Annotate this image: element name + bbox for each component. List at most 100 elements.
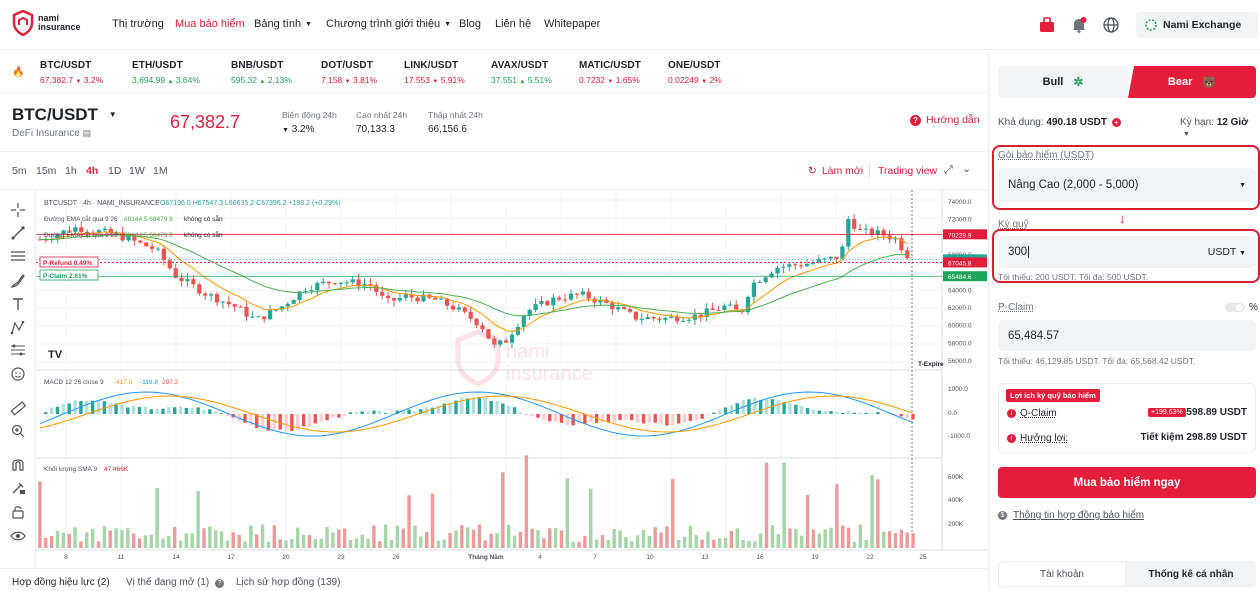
ticker-item-eth[interactable]: ETH/USDT 3,694.99 ▲ 3.64% — [132, 60, 200, 85]
margin-unit-select[interactable]: USDT ▼ — [1208, 246, 1246, 258]
macd-histogram-bar — [553, 414, 558, 422]
ticker-item-dot[interactable]: DOT/USDT 7.158 ▼ 3.81% — [321, 60, 377, 85]
horizontal-lines-icon[interactable] — [10, 248, 26, 264]
contract-info-link[interactable]: $ Thông tin hợp đồng bảo hiểm — [998, 510, 1144, 521]
volume-bar — [706, 531, 710, 548]
candle-body — [445, 298, 450, 306]
nami-logo[interactable]: nami insurance — [12, 10, 81, 36]
crosshair-icon[interactable] — [10, 202, 26, 218]
ticker-price-value: 595.32 — [231, 75, 257, 85]
candle-body — [138, 240, 143, 243]
ticker-item-bnb[interactable]: BNB/USDT 595.32 ▲ 2.13% — [231, 60, 292, 85]
nav-blog[interactable]: Blog — [459, 18, 482, 30]
volume-bar — [196, 490, 200, 548]
percent-toggle[interactable] — [1225, 303, 1245, 312]
info-icon: i — [1007, 409, 1016, 418]
ema1-values: 68144.5 68479.9 — [124, 216, 173, 223]
refresh-button[interactable]: ↻ Làm mới — [808, 165, 863, 177]
ticker-price-value: 0.7232 — [579, 75, 605, 85]
macd-histogram-bar — [331, 414, 335, 418]
forecast-icon[interactable] — [10, 342, 26, 358]
ticker-item-btc[interactable]: BTC/USDT 67,382.7 ▼ 3.2% — [40, 60, 103, 85]
help-icon[interactable]: ? — [215, 579, 225, 588]
bull-tab[interactable]: Bull ✲ — [998, 66, 1128, 98]
candle-body — [120, 232, 125, 241]
margin-input[interactable]: 300 USDT ▼ — [998, 236, 1256, 268]
tab-history[interactable]: Lịch sử hợp đồng (139) — [236, 577, 341, 588]
lock-drawing-icon[interactable] — [10, 480, 26, 496]
candle-body — [61, 230, 66, 235]
ticker-symbol: DOT/USDT — [321, 60, 373, 71]
timeframe-1d[interactable]: 1D — [108, 165, 122, 177]
collapse-icon[interactable]: ⌄ — [962, 163, 972, 175]
tab-account[interactable]: Tài khoản — [998, 561, 1126, 587]
volume-bar — [659, 532, 663, 548]
trendline-icon[interactable] — [10, 225, 26, 241]
ticker-item-matic[interactable]: MATIC/USDT 0.7232 ▼ 1.65% — [579, 60, 641, 85]
timeframe-1h[interactable]: 1h — [65, 165, 77, 177]
macd-histogram-bar — [712, 412, 716, 414]
package-select[interactable]: Nâng Cao (2,000 - 5,000) ▼ — [998, 168, 1256, 202]
macd-histogram-bar — [583, 414, 587, 425]
macd-histogram-bar — [501, 403, 505, 414]
pclaim-input[interactable]: 65,484.57 — [998, 320, 1256, 351]
volume-bar — [553, 528, 558, 548]
magnet-icon[interactable] — [10, 456, 26, 472]
nav-referral[interactable]: Chương trình giới thiệu ▼ — [326, 18, 451, 30]
term-selector[interactable]: Kỳ hạn: 12 Giờ ▼ — [1180, 117, 1260, 139]
candle-body — [539, 301, 544, 305]
brush-icon[interactable] — [10, 273, 26, 289]
nav-tables[interactable]: Bảng tính ▼ — [254, 18, 312, 30]
nav-contact[interactable]: Liên hệ — [495, 18, 532, 30]
tab-active-contracts[interactable]: Hợp đồng hiệu lực (2) — [12, 577, 110, 588]
timeframe-15m[interactable]: 15m — [36, 165, 57, 177]
add-funds-icon[interactable]: + — [1111, 118, 1121, 127]
emoji-icon[interactable] — [10, 366, 26, 382]
guide-link[interactable]: ? Hướng dẫn — [910, 114, 980, 126]
fullscreen-icon[interactable]: ⤢ — [944, 164, 953, 176]
timeframe-1w[interactable]: 1W — [129, 165, 145, 177]
candle-body — [315, 283, 320, 291]
price-axis-label: 65484.6 — [948, 274, 972, 281]
account-switcher[interactable]: Nami Exchange — [1136, 12, 1258, 38]
nav-buy-insurance[interactable]: Mua bảo hiểm — [175, 18, 245, 30]
candle-body — [462, 307, 467, 312]
volume-bar — [424, 531, 429, 548]
zoom-in-icon[interactable] — [10, 423, 26, 439]
pattern-icon[interactable] — [10, 319, 26, 335]
tab-open-positions[interactable]: Vị thế đang mở (1) ? — [126, 577, 225, 588]
volume-bar — [747, 540, 751, 548]
timeframe-1m[interactable]: 1M — [153, 165, 168, 177]
trading-view-toggle[interactable]: Trading view — [878, 165, 938, 177]
lock-icon[interactable] — [10, 504, 26, 520]
volume-value: 47.466K — [104, 466, 129, 473]
buy-insurance-button[interactable]: Mua bảo hiểm ngay — [998, 467, 1256, 498]
gift-icon[interactable] — [1038, 16, 1056, 34]
volume-bar — [723, 537, 728, 548]
timeframe-5m[interactable]: 5m — [12, 165, 27, 177]
price-tag — [943, 271, 987, 282]
volume-bar — [565, 478, 569, 548]
chevron-down-icon: ▼ — [1183, 131, 1190, 138]
ticker-item-one[interactable]: ONE/USDT 0.02249 ▼ 2% — [668, 60, 722, 85]
nav-market[interactable]: Thị trường — [112, 18, 164, 30]
volume-bar — [577, 541, 581, 548]
ticker-item-link[interactable]: LINK/USDT 17.553 ▼ 5.91% — [404, 60, 465, 85]
eye-icon[interactable] — [10, 528, 26, 544]
price-chart[interactable]: nami insurance 74000.072000.070229.96800… — [36, 190, 988, 568]
bell-icon[interactable] — [1070, 16, 1088, 34]
candle-body — [309, 290, 314, 292]
nav-whitepaper[interactable]: Whitepaper — [544, 18, 601, 30]
text-tool-icon[interactable] — [10, 296, 26, 312]
timeframe-4h[interactable]: 4h — [86, 165, 99, 177]
symbol-selector[interactable]: BTC/USDT ▼ — [12, 105, 117, 125]
ruler-icon[interactable] — [10, 400, 26, 416]
globe-icon[interactable] — [1102, 16, 1120, 34]
tab-personal-stats[interactable]: Thống kê cá nhân — [1126, 561, 1256, 587]
divider — [869, 164, 870, 178]
candle-body — [716, 309, 721, 311]
candle-body — [816, 259, 821, 263]
ticker-item-avax[interactable]: AVAX/USDT 37.551 ▲ 5.51% — [491, 60, 552, 85]
bear-tab[interactable]: Bear 🐻 — [1128, 66, 1256, 98]
volume-bar — [764, 462, 769, 548]
